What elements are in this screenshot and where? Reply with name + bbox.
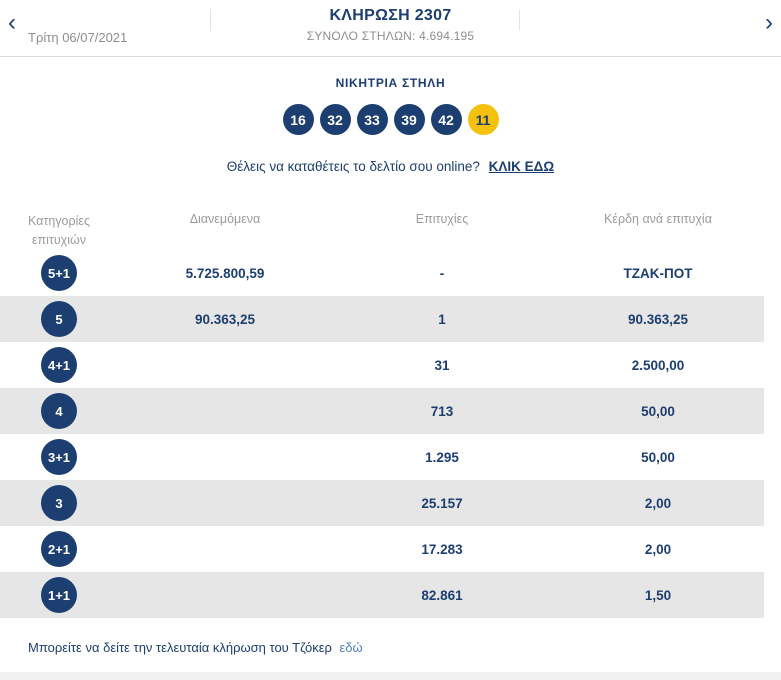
total-columns-label: ΣΥΝΟΛΟ ΣΤΗΛΩΝ: 4.694.195: [306, 29, 475, 43]
cell-prize: 2,00: [644, 495, 672, 511]
cell-wins: 31: [434, 357, 450, 373]
cell-prize: 2,00: [644, 541, 672, 557]
chevron-right-icon[interactable]: ›: [765, 9, 773, 36]
table-row: 3 25.157 2,00: [0, 480, 764, 526]
footer-note: Μπορείτε να δείτε την τελευταία κλήρωση …: [0, 640, 781, 655]
table-row: 5 90.363,25 1 90.363,25: [0, 296, 764, 342]
footer-text: Μπορείτε να δείτε την τελευταία κλήρωση …: [28, 640, 332, 655]
cell-distributed: 5.725.800,59: [185, 265, 265, 281]
cell-prize: 90.363,25: [627, 311, 689, 327]
category-badge: 5: [41, 301, 77, 337]
cell-prize: 2.500,00: [631, 357, 685, 373]
category-badge: 4: [41, 393, 77, 429]
cell-wins: 25.157: [421, 495, 463, 511]
number-ball: 32: [319, 104, 351, 135]
draw-date: Τρίτη 06/07/2021: [28, 30, 128, 45]
col-header-categories: Κατηγορίες επιτυχιών: [28, 214, 90, 247]
number-ball: 16: [282, 104, 314, 135]
table-row: 4+1 31 2.500,00: [0, 342, 764, 388]
cell-prize: 1,50: [644, 587, 672, 603]
cell-wins: 1.295: [425, 449, 459, 465]
table-header-row: Κατηγορίες επιτυχιών Διανεμόμενα Επιτυχί…: [0, 198, 764, 250]
header-divider-left: [210, 9, 211, 31]
table-row: 5+1 5.725.800,59 - ΤΖΑΚ-ΠΟΤ: [0, 250, 764, 296]
col-header-wins: Επιτυχίες: [415, 212, 469, 226]
winning-numbers: 16 32 33 39 42 11: [0, 104, 781, 135]
chevron-left-icon[interactable]: ‹: [8, 9, 16, 36]
number-ball: 42: [430, 104, 462, 135]
cell-prize: ΤΖΑΚ-ΠΟΤ: [623, 265, 693, 281]
category-badge: 5+1: [41, 255, 77, 291]
draw-header: ‹ › ΚΛΗΡΩΣΗ 2307 Τρίτη 06/07/2021 ΣΥΝΟΛΟ…: [0, 0, 781, 57]
table-row: 1+1 82.861 1,50: [0, 572, 764, 618]
col-header-distributed: Διανεμόμενα: [189, 212, 261, 226]
winning-column-section: ΝΙΚΗΤΡΙΑ ΣΤΗΛΗ 16 32 33 39 42 11 Θέλεις …: [0, 76, 781, 174]
table-row: 3+1 1.295 50,00: [0, 434, 764, 480]
footer-link[interactable]: εδώ: [339, 640, 363, 655]
cta-text: Θέλεις να καταθέτεις το δελτίο σου onlin…: [226, 159, 480, 174]
cell-prize: 50,00: [641, 403, 675, 419]
cell-wins: 17.283: [421, 541, 463, 557]
cell-distributed: 90.363,25: [194, 311, 256, 327]
cell-wins: 713: [430, 403, 454, 419]
cta-row: Θέλεις να καταθέτεις το δελτίο σου onlin…: [0, 159, 781, 174]
category-badge: 1+1: [41, 577, 77, 613]
col-header-prize: Κέρδη ανά επιτυχία: [604, 212, 712, 226]
joker-ball: 11: [467, 104, 499, 135]
cell-wins: 82.861: [421, 587, 463, 603]
table-row: 4 713 50,00: [0, 388, 764, 434]
category-badge: 3: [41, 485, 77, 521]
category-badge: 4+1: [41, 347, 77, 383]
table-body: 5+1 5.725.800,59 - ΤΖΑΚ-ΠΟΤ 5 90.363,25 …: [0, 250, 781, 618]
bottom-band: [0, 672, 781, 680]
draw-title: ΚΛΗΡΩΣΗ 2307: [329, 7, 452, 24]
cta-link[interactable]: ΚΛΙΚ ΕΔΩ: [488, 159, 555, 174]
cell-wins: 1: [438, 311, 446, 327]
category-badge: 3+1: [41, 439, 77, 475]
category-badge: 2+1: [41, 531, 77, 567]
results-table: Κατηγορίες επιτυχιών Διανεμόμενα Επιτυχί…: [0, 198, 781, 618]
cell-wins: -: [439, 265, 445, 281]
number-ball: 33: [356, 104, 388, 135]
cell-prize: 50,00: [641, 449, 675, 465]
number-ball: 39: [393, 104, 425, 135]
winning-column-title: ΝΙΚΗΤΡΙΑ ΣΤΗΛΗ: [335, 76, 446, 90]
header-divider-right: [519, 9, 520, 31]
table-row: 2+1 17.283 2,00: [0, 526, 764, 572]
